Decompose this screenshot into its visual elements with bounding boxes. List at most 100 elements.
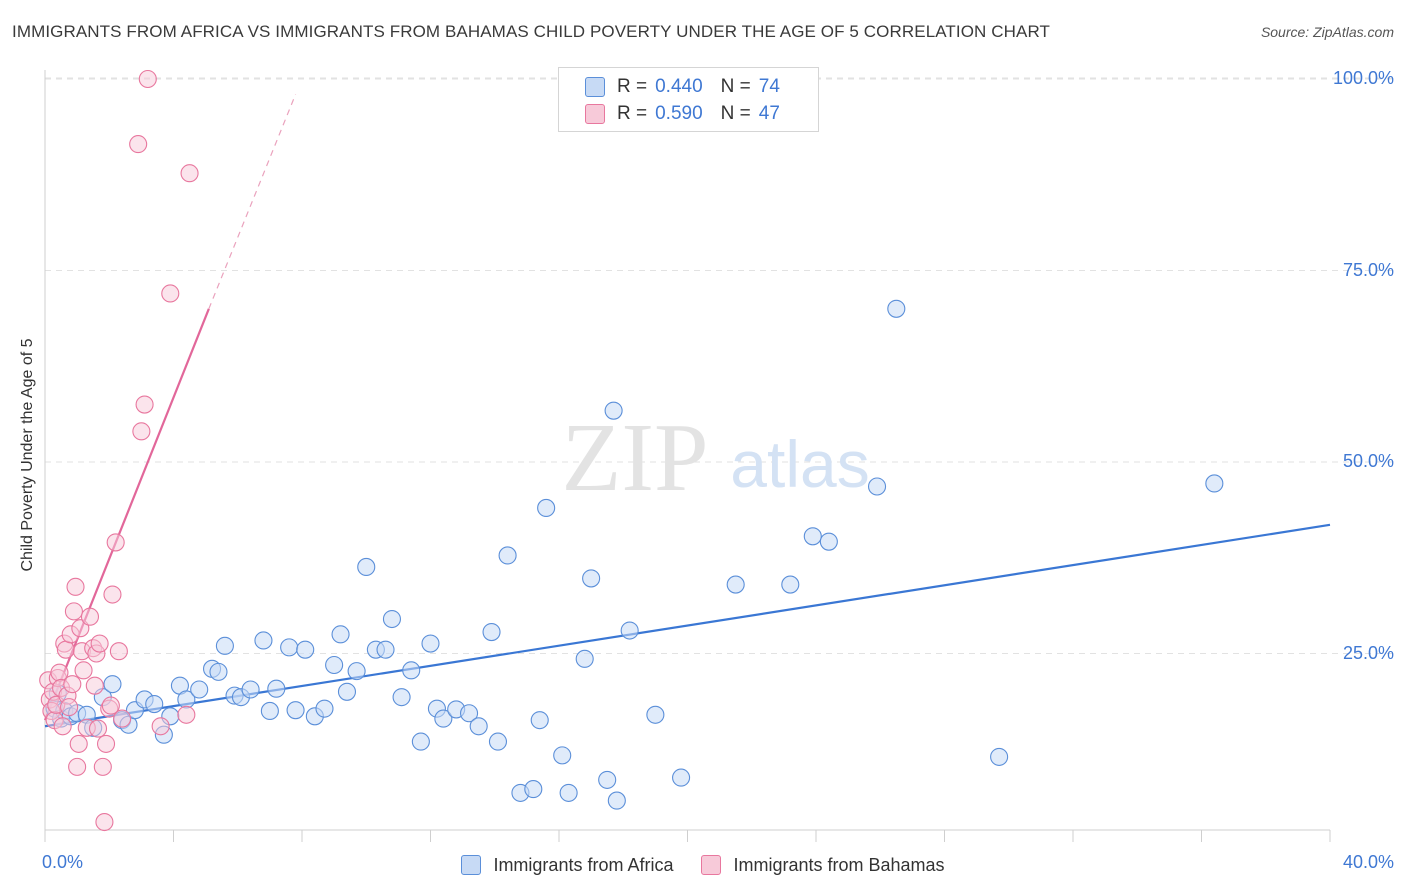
- africa-point: [553, 746, 572, 765]
- africa-point: [357, 557, 376, 576]
- africa-point: [598, 770, 617, 789]
- africa-legend-swatch: [461, 855, 482, 875]
- bahamas-point: [64, 602, 83, 621]
- watermark: ZIP atlas: [562, 404, 870, 512]
- africa-point: [315, 699, 334, 718]
- africa-point: [620, 621, 639, 640]
- africa-point: [867, 477, 887, 496]
- y-tick-label: 100.0%: [1332, 68, 1394, 88]
- y-tick-label: 50.0%: [1342, 451, 1394, 471]
- bahamas-point: [56, 640, 75, 659]
- africa-point: [803, 527, 822, 546]
- bahamas-point: [85, 676, 104, 695]
- africa-point: [337, 682, 357, 701]
- africa-point: [382, 609, 402, 629]
- africa-point: [411, 732, 430, 751]
- africa-point: [559, 783, 578, 802]
- bahamas-point: [161, 284, 180, 303]
- africa-point: [145, 695, 164, 714]
- bahamas-point: [109, 642, 128, 661]
- legend-item-bahamas[interactable]: Immigrants from Bahamas: [701, 854, 945, 876]
- bahamas-point: [90, 634, 109, 653]
- y-tick-label: 75.0%: [1342, 259, 1394, 280]
- africa-point: [347, 662, 366, 681]
- africa-point: [260, 701, 279, 721]
- bahamas-point: [68, 757, 87, 776]
- africa-point: [254, 631, 273, 650]
- africa-point: [990, 747, 1009, 766]
- africa-point: [459, 704, 479, 723]
- bahamas-points: [39, 69, 199, 832]
- bahamas-point: [132, 422, 151, 441]
- bahamas-point: [80, 607, 100, 626]
- bahamas-swatch: [585, 104, 605, 124]
- bahamas-point: [106, 533, 125, 552]
- africa-point: [488, 732, 508, 751]
- africa-point: [286, 701, 305, 720]
- series-legend: Immigrants from Africa Immigrants from B…: [0, 852, 1406, 878]
- bahamas-point: [60, 698, 79, 717]
- africa-point: [103, 675, 122, 694]
- bahamas-point: [93, 757, 112, 776]
- bahamas-point: [177, 705, 196, 724]
- legend-r-label-africa: R =: [617, 76, 648, 97]
- bahamas-trend-extension: [208, 94, 297, 310]
- bahamas-legend-swatch: [701, 855, 722, 875]
- legend-r-label-bahamas: R =: [617, 103, 648, 124]
- x-tick-label-min: 0.0%: [42, 852, 84, 872]
- africa-point: [726, 575, 745, 594]
- africa-point: [376, 640, 395, 659]
- africa-point: [607, 791, 626, 810]
- bahamas-point: [138, 69, 157, 89]
- africa-point: [781, 575, 800, 594]
- africa-point: [524, 780, 543, 799]
- bahamas-point: [180, 164, 199, 183]
- africa-point: [469, 717, 488, 736]
- africa-point: [887, 299, 906, 318]
- africa-point: [325, 655, 344, 675]
- bahamas-point: [103, 585, 122, 604]
- legend-item-africa[interactable]: Immigrants from Africa: [461, 855, 673, 876]
- africa-trend-line: [44, 523, 1331, 728]
- africa-point: [190, 680, 209, 699]
- bahamas-point: [96, 734, 116, 753]
- africa-point: [575, 649, 594, 668]
- africa-point: [331, 625, 350, 644]
- africa-point: [209, 662, 228, 681]
- bahamas-point: [53, 717, 72, 736]
- legend-label-africa: Immigrants from Africa: [493, 854, 674, 875]
- x-tick-label-max: 40.0%: [1342, 852, 1394, 872]
- bahamas-point: [135, 395, 154, 414]
- legend-n-value-africa: 74: [758, 76, 780, 97]
- bahamas-point: [69, 734, 88, 753]
- africa-point: [267, 679, 286, 698]
- bahamas-point: [63, 675, 82, 694]
- legend-r-value-bahamas: 0.590: [655, 103, 703, 124]
- legend-label-bahamas: Immigrants from Bahamas: [733, 854, 945, 875]
- africa-point: [434, 709, 453, 728]
- bahamas-point: [95, 812, 114, 832]
- africa-point: [280, 638, 299, 657]
- africa-point: [604, 401, 623, 420]
- africa-point: [672, 768, 691, 787]
- africa-point: [482, 623, 501, 642]
- africa-point: [530, 711, 549, 730]
- africa-point: [819, 532, 838, 551]
- legend-n-label-bahamas: N =: [720, 103, 751, 124]
- legend-row-africa: R = 0.440 N = 74: [585, 75, 780, 99]
- bahamas-point: [88, 719, 108, 738]
- africa-point: [537, 498, 556, 518]
- africa-point: [1205, 474, 1224, 493]
- legend-r-value-africa: 0.440: [655, 76, 703, 97]
- africa-point: [241, 680, 260, 699]
- gridlines: [45, 77, 1392, 654]
- bahamas-point: [101, 696, 120, 715]
- bahamas-trend-line: [43, 308, 210, 721]
- watermark-zip: ZIP: [562, 404, 709, 512]
- legend-n-value-bahamas: 47: [758, 103, 780, 124]
- africa-point: [215, 636, 234, 655]
- watermark-atlas: atlas: [730, 427, 869, 501]
- chart-title: IMMIGRANTS FROM AFRICA VS IMMIGRANTS FRO…: [12, 22, 1051, 41]
- africa-swatch: [585, 77, 605, 97]
